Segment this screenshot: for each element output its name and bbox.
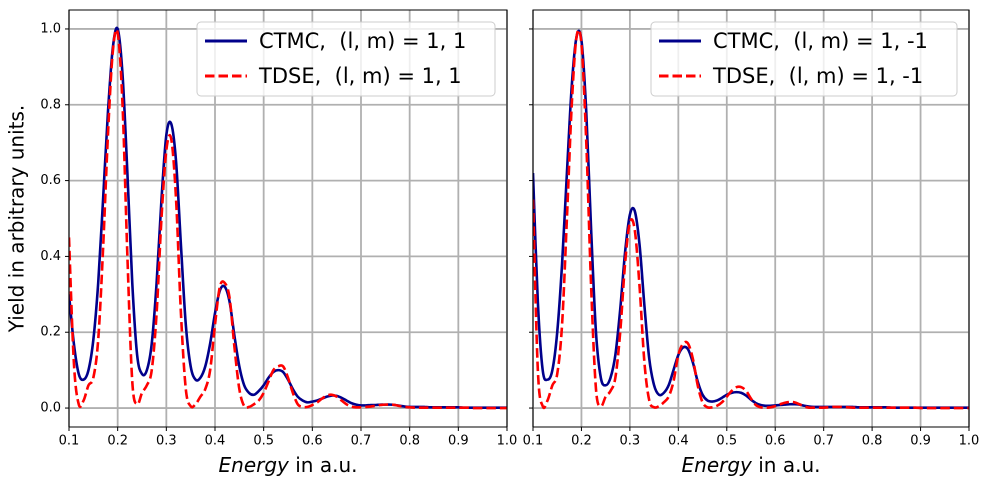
x-tick-label: 0.6 xyxy=(302,434,323,449)
x-axis-label: Energy in a.u. xyxy=(682,453,821,477)
x-tick-label: 0.3 xyxy=(156,434,177,449)
y-tick-label: 0.4 xyxy=(40,249,61,264)
legend-label: CTMC, (l, m) = 1, -1 xyxy=(713,29,928,53)
x-axis-label-part: Energy xyxy=(219,453,291,477)
y-tick-label: 0.0 xyxy=(40,401,61,416)
series-line xyxy=(69,28,507,410)
lines xyxy=(533,28,969,410)
y-tick-label: 0.6 xyxy=(40,173,61,188)
x-tick-label: 0.2 xyxy=(571,434,592,449)
y-axis-label: Yield in arbitrary units. xyxy=(5,105,29,334)
legend-label: TDSE, (l, m) = 1, -1 xyxy=(712,64,923,88)
x-tick-label: 0.5 xyxy=(716,434,737,449)
x-tick-label: 1.0 xyxy=(497,434,518,449)
x-tick-label: 0.2 xyxy=(107,434,128,449)
x-tick-label: 0.7 xyxy=(813,434,834,449)
y-tick-label: 1.0 xyxy=(40,21,61,36)
x-axis-label-part: Energy xyxy=(682,453,754,477)
lines xyxy=(69,26,507,410)
x-tick-label: 0.5 xyxy=(253,434,274,449)
x-tick-label: 0.9 xyxy=(448,434,469,449)
series-line xyxy=(69,26,507,409)
y-tick-label: 0.2 xyxy=(40,325,61,340)
axes-frame xyxy=(68,9,508,428)
x-tick-label: 1.0 xyxy=(959,434,980,449)
axes: 0.1 0.2 0.3 0.4 0.5 0.6 0.7 0.8 0.9 1.0 Energy in … xyxy=(523,9,980,477)
x-axis-label-part: in a.u. xyxy=(752,453,821,477)
y-tick-label: 0.8 xyxy=(40,97,61,112)
x-axis-label-part: in a.u. xyxy=(289,453,358,477)
legend-label: CTMC, (l, m) = 1, 1 xyxy=(259,29,466,53)
x-tick-label: 0.4 xyxy=(668,434,689,449)
x-tick-label: 0.1 xyxy=(523,434,544,449)
x-tick-label: 0.8 xyxy=(862,434,883,449)
axes: 0.1 0.2 0.3 0.4 0.5 0.6 0.7 0.8 0.9 1.0 0.0 0.2 0.4 0… xyxy=(5,9,518,477)
series-line xyxy=(533,28,969,410)
axes-frame xyxy=(532,9,970,428)
x-tick-label: 0.1 xyxy=(59,434,80,449)
x-tick-label: 0.4 xyxy=(205,434,226,449)
legend: CTMC, (l, m) = 1, 1 TDSE, (l, m) = 1, 1 xyxy=(196,21,496,97)
x-tick-label: 0.8 xyxy=(399,434,420,449)
x-tick-label: 0.6 xyxy=(765,434,786,449)
x-tick-label: 0.7 xyxy=(351,434,372,449)
legend-label: TDSE, (l, m) = 1, 1 xyxy=(258,64,462,88)
legend-box xyxy=(196,21,496,97)
x-tick-label: 0.3 xyxy=(620,434,641,449)
x-axis-label: Energy in a.u. xyxy=(219,453,358,477)
legend-box xyxy=(650,21,958,97)
legend: CTMC, (l, m) = 1, -1 TDSE, (l, m) = 1, -1 xyxy=(650,21,958,97)
x-tick-label: 0.9 xyxy=(910,434,931,449)
